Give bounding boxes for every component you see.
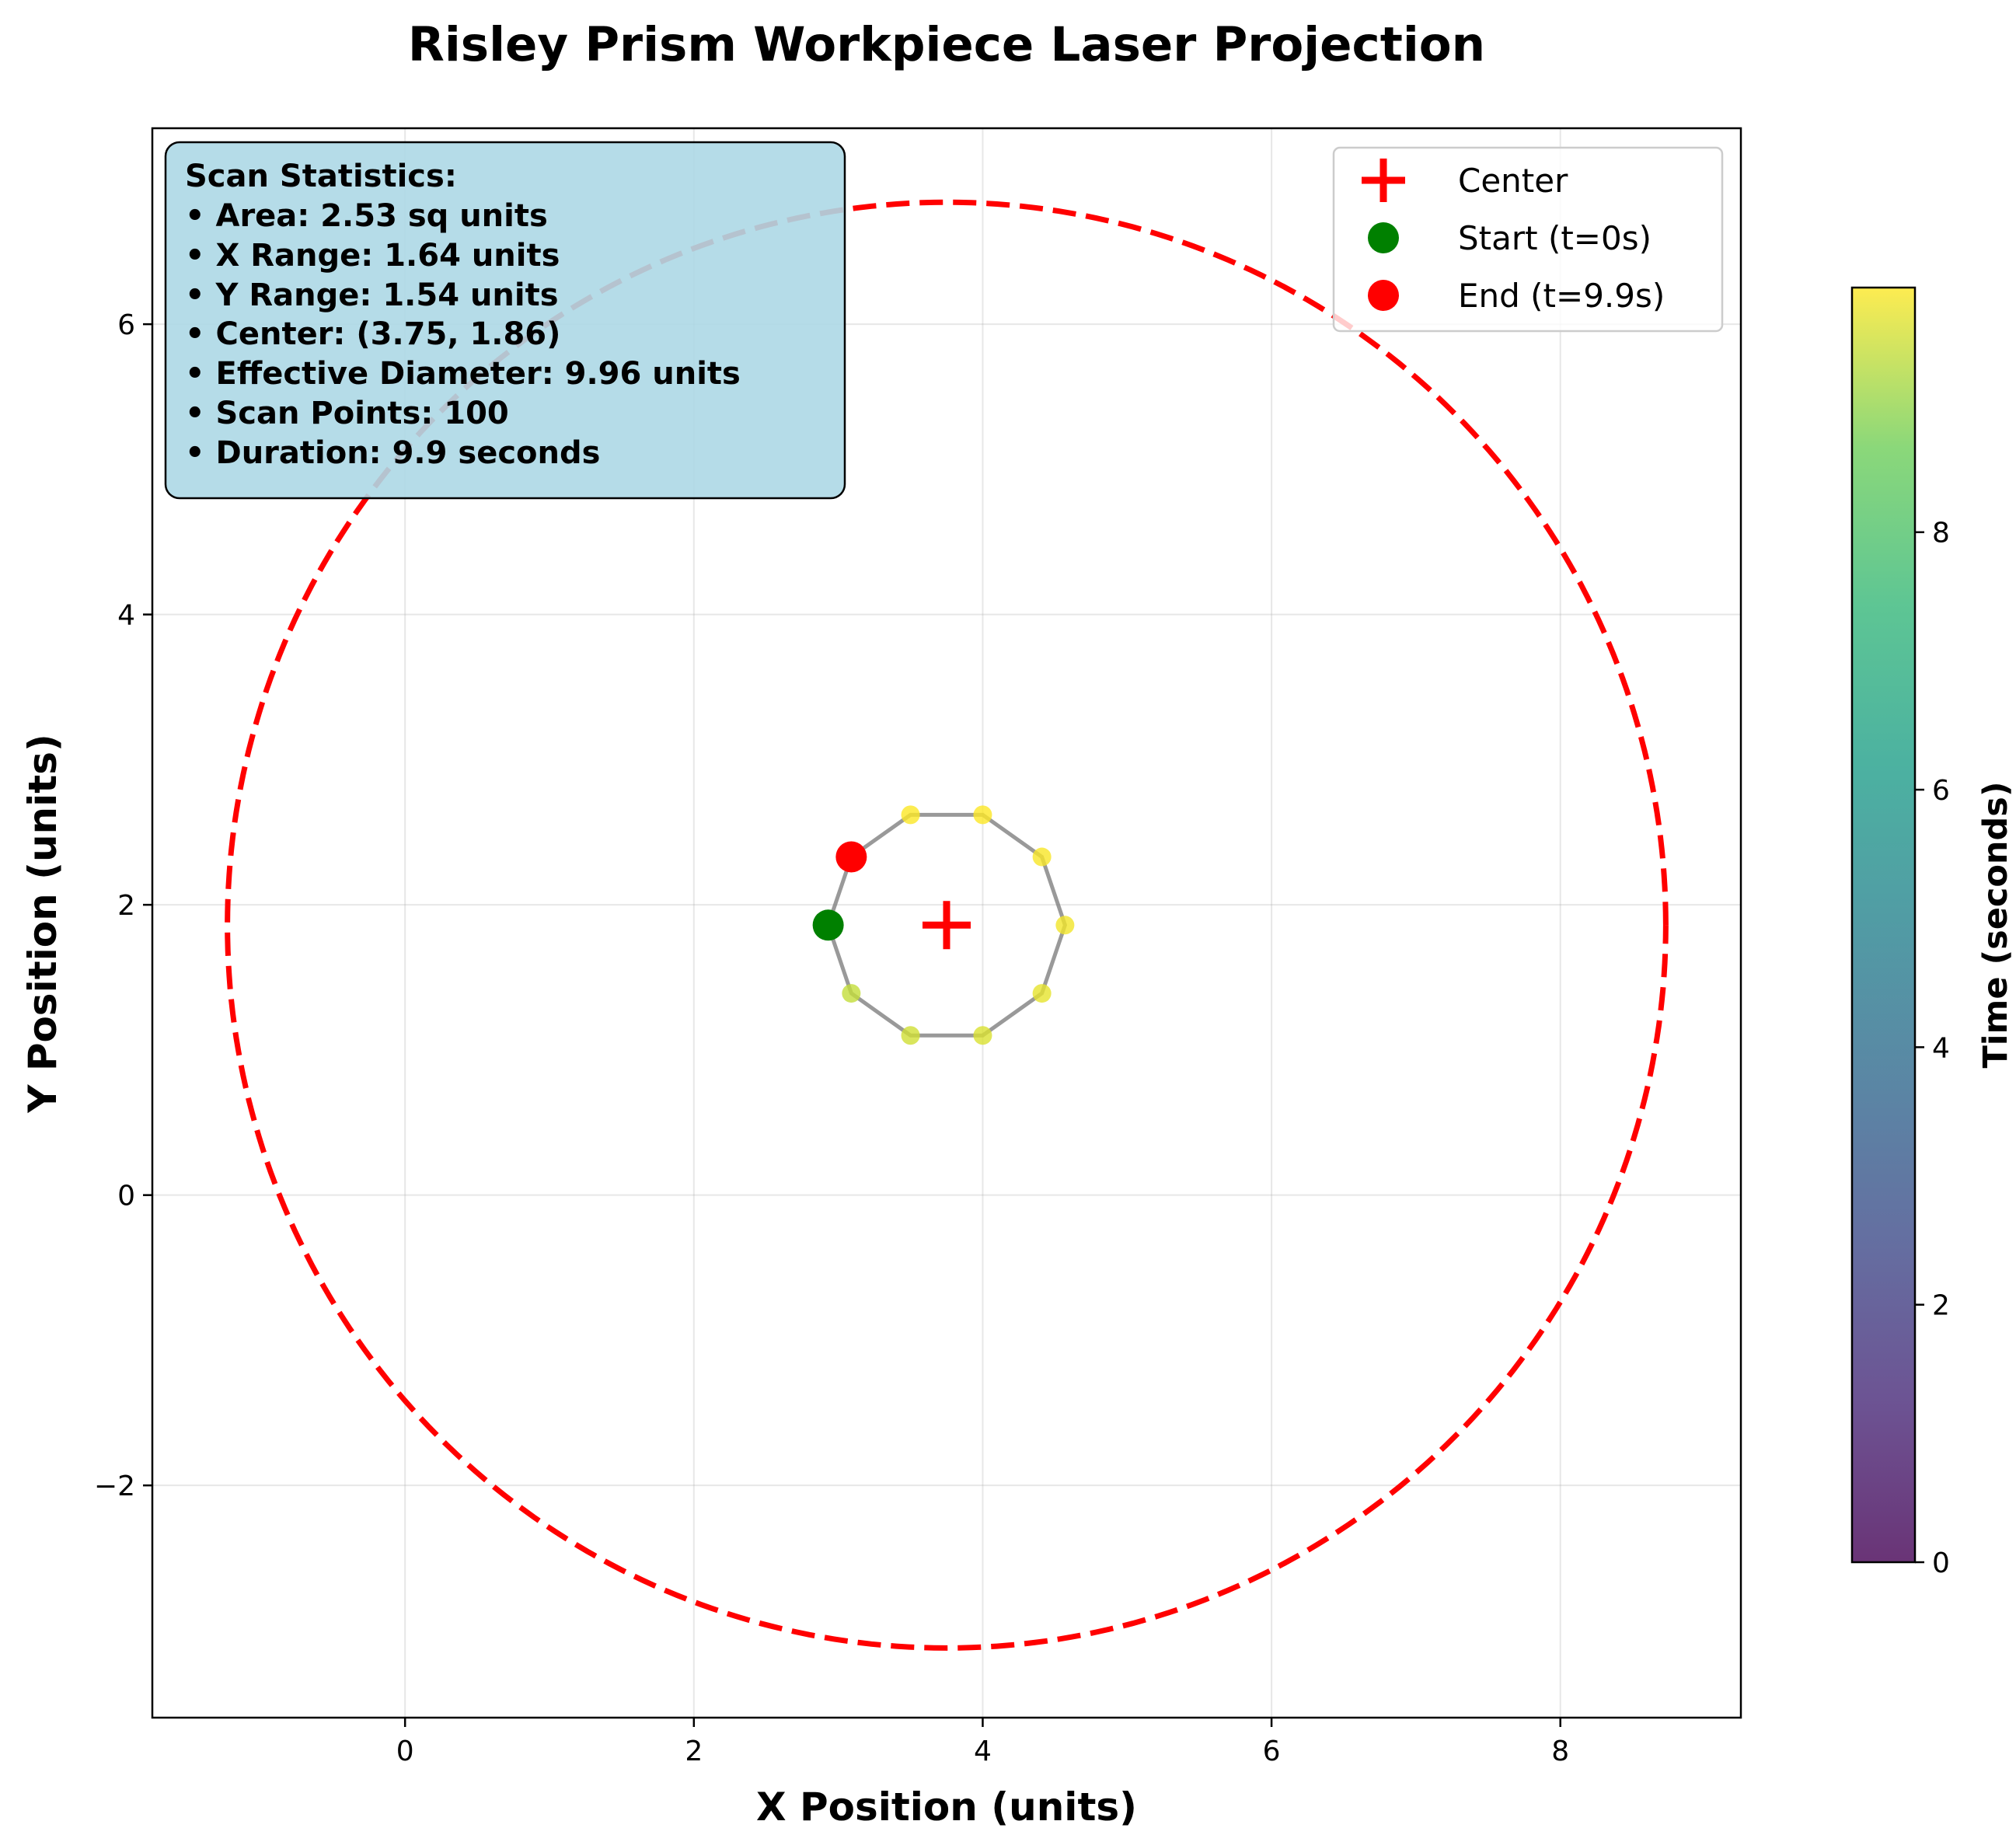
scan-point: [973, 1026, 992, 1045]
colorbar-ticks: 0 2 4 6 8: [1915, 518, 1950, 1579]
x-tick-label: 2: [685, 1736, 703, 1767]
legend-label-center: Center: [1458, 162, 1568, 200]
colorbar-tick-label: 2: [1932, 1290, 1950, 1322]
stats-line: • X Range: 1.64 units: [185, 238, 560, 274]
x-axis-ticks: 0 2 4 6 8: [396, 1718, 1569, 1767]
legend: Center Start (t=0s) End (t=9.9s): [1332, 146, 1724, 333]
stats-line: Scan Statistics:: [185, 159, 457, 194]
x-tick-label: 8: [1551, 1736, 1569, 1767]
legend-label-start: Start (t=0s): [1458, 219, 1652, 257]
stats-line: • Y Range: 1.54 units: [185, 277, 559, 313]
scan-point: [842, 984, 861, 1003]
legend-start-icon: [1368, 222, 1399, 253]
y-tick-label: 2: [117, 890, 135, 922]
scan-points: [842, 805, 1075, 1045]
stats-line: • Center: (3.75, 1.86): [185, 316, 560, 352]
legend-center-icon: [1362, 159, 1405, 202]
x-tick-label: 6: [1263, 1736, 1281, 1767]
scan-point: [1032, 984, 1052, 1003]
effective-diameter-circle: [225, 199, 1669, 1651]
legend-label-end: End (t=9.9s): [1458, 277, 1665, 315]
y-tick-label: 0: [117, 1181, 135, 1212]
center-marker: [923, 901, 971, 950]
scan-point: [901, 805, 920, 825]
colorbar-tick-label: 0: [1932, 1547, 1950, 1579]
x-tick-label: 0: [396, 1736, 414, 1767]
colorbar-tick-label: 6: [1932, 775, 1950, 807]
y-tick-label: 6: [117, 309, 135, 341]
y-tick-label: 4: [117, 600, 135, 632]
colorbar-label: Time (seconds): [1976, 781, 2015, 1068]
y-axis-ticks: −2 0 2 4 6: [94, 309, 152, 1502]
y-tick-label: −2: [94, 1470, 135, 1502]
scan-point: [1055, 916, 1075, 935]
stats-box: Scan Statistics: • Area: 2.53 sq units •…: [164, 141, 846, 500]
colorbar-gradient: [1850, 286, 1917, 1564]
stats-line: • Effective Diameter: 9.96 units: [185, 356, 741, 392]
x-tick-label: 4: [974, 1736, 992, 1767]
colorbar-tick-label: 8: [1932, 518, 1950, 549]
scan-point: [973, 805, 992, 825]
colorbar-tick-label: 4: [1932, 1032, 1950, 1064]
plot-frame: [151, 127, 1742, 1719]
y-axis-label: Y Position (units): [20, 734, 65, 1114]
colorbar: 0 2 4 6 8 Time (seconds): [1850, 286, 2015, 1579]
scan-point: [901, 1026, 920, 1045]
stats-line: • Area: 2.53 sq units: [185, 198, 548, 234]
scan-point: [1032, 847, 1052, 867]
legend-end-icon: [1368, 280, 1399, 311]
start-marker: [812, 909, 844, 941]
stats-line: • Scan Points: 100: [185, 396, 509, 431]
x-axis-label: X Position (units): [756, 1784, 1137, 1830]
end-marker: [835, 841, 867, 873]
chart-title: Risley Prism Workpiece Laser Projection: [408, 17, 1485, 72]
stats-line: • Duration: 9.9 seconds: [185, 435, 600, 471]
